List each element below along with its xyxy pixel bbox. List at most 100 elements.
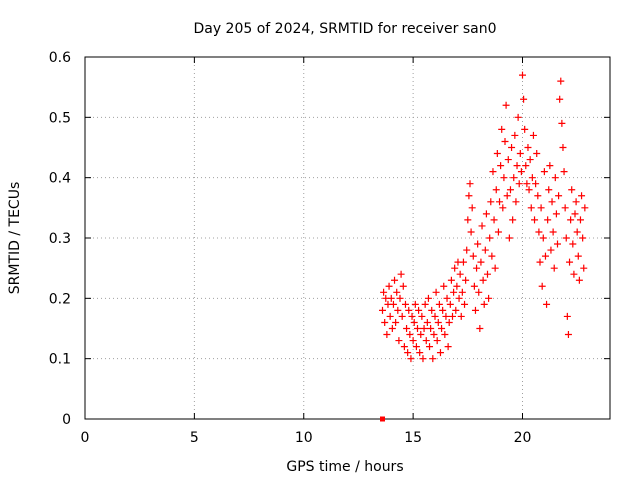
data-point: [435, 300, 443, 308]
data-point: [386, 312, 394, 320]
data-point: [471, 306, 479, 314]
data-point: [429, 355, 437, 363]
y-tick-label: 0.6: [49, 50, 71, 66]
data-point: [486, 234, 494, 242]
data-point: [534, 192, 542, 200]
data-point: [463, 246, 471, 254]
data-point: [561, 204, 569, 212]
data-point: [515, 180, 523, 188]
data-point: [509, 216, 517, 224]
data-point: [383, 331, 391, 339]
data-point: [563, 312, 571, 320]
chart-title: Day 205 of 2024, SRMTID for receiver san…: [193, 21, 496, 37]
y-tick-label: 0.5: [49, 110, 71, 126]
data-point: [516, 150, 524, 158]
data-point: [387, 294, 395, 302]
data-point: [547, 246, 555, 254]
data-point: [558, 119, 566, 127]
y-tick-label: 0.3: [49, 231, 71, 247]
data-point: [450, 288, 458, 296]
y-tick-label: 0.1: [49, 352, 71, 368]
data-point: [430, 331, 438, 339]
data-point: [513, 162, 521, 170]
data-point: [493, 150, 501, 158]
data-point: [580, 264, 588, 272]
data-point: [458, 288, 466, 296]
data-point: [545, 186, 553, 194]
data-point: [398, 312, 406, 320]
grid-lines: [85, 57, 610, 419]
data-point: [544, 216, 552, 224]
y-axis-label: SRMTID / TECUs: [7, 182, 23, 295]
data-point: [548, 198, 556, 206]
data-point: [484, 270, 491, 278]
data-point: [549, 228, 557, 236]
data-point: [393, 288, 401, 296]
data-point: [562, 234, 570, 242]
data-point: [410, 318, 418, 326]
data-point: [466, 180, 474, 188]
data-point: [442, 312, 450, 320]
data-point: [392, 318, 400, 326]
data-point: [477, 258, 485, 266]
data-point: [555, 192, 563, 200]
data-point: [492, 186, 500, 194]
data-point: [414, 325, 421, 332]
data-point: [579, 234, 587, 242]
data-point: [473, 264, 481, 272]
data-point: [417, 331, 425, 339]
data-point: [498, 125, 506, 133]
data-point: [406, 331, 414, 339]
data-point: [464, 216, 472, 224]
data-point: [568, 186, 576, 194]
data-point: [538, 282, 546, 290]
data-point: [452, 306, 460, 314]
data-point: [419, 355, 427, 363]
data-point: [500, 174, 508, 182]
x-tick-label: 20: [514, 430, 532, 446]
data-point: [388, 325, 396, 332]
data-point: [532, 180, 540, 188]
y-tick-label: 0: [62, 412, 71, 428]
data-point: [536, 258, 544, 266]
data-point: [575, 276, 583, 284]
data-point: [468, 204, 476, 212]
data-point: [480, 300, 488, 308]
data-point: [412, 343, 420, 351]
data-point: [533, 150, 541, 158]
data-point: [556, 95, 564, 103]
data-point: [404, 349, 412, 357]
data-point: [506, 186, 514, 194]
data-point: [475, 288, 483, 296]
data-point: [394, 306, 402, 314]
data-point: [522, 162, 530, 170]
data-point: [461, 300, 469, 308]
data-point: [469, 252, 477, 260]
data-point: [449, 312, 456, 320]
data-point: [511, 131, 519, 139]
data-point: [445, 318, 453, 326]
data-point: [462, 276, 470, 284]
data-point: [519, 71, 526, 79]
data-point: [503, 192, 511, 200]
data-point: [403, 325, 411, 332]
data-point: [574, 252, 582, 260]
data-point: [421, 300, 429, 308]
data-point: [416, 349, 424, 357]
data-point: [581, 204, 589, 212]
data-point: [487, 198, 495, 206]
data-point: [539, 234, 547, 242]
data-point: [439, 306, 447, 314]
data-point: [381, 318, 389, 326]
data-point: [455, 294, 463, 302]
data-point: [457, 312, 465, 320]
data-point: [409, 337, 417, 345]
data-point: [529, 131, 537, 139]
data-point: [550, 264, 558, 272]
data-point: [540, 168, 548, 176]
data-point: [385, 282, 393, 290]
outlier-point: [380, 416, 385, 422]
data-point: [474, 240, 482, 248]
data-point: [537, 204, 545, 212]
